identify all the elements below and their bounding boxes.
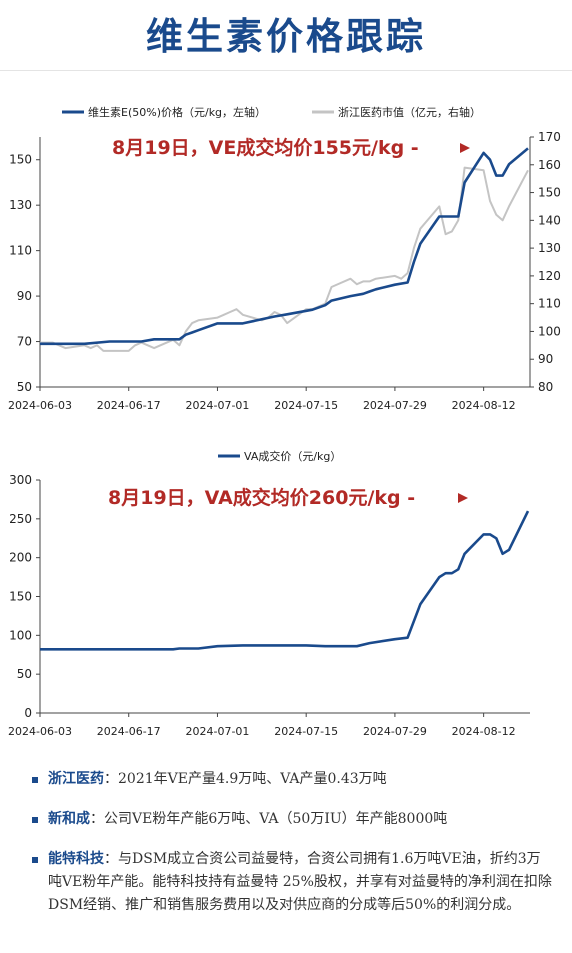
annotation-arrow-icon bbox=[460, 143, 470, 153]
y-right-tick-label: 170 bbox=[538, 130, 561, 144]
y-tick-label: 50 bbox=[17, 380, 32, 394]
price-line bbox=[40, 510, 530, 651]
y-right-tick-label: 150 bbox=[538, 186, 561, 200]
x-tick-label: 2024-06-03 bbox=[8, 725, 72, 738]
bullet-square-icon bbox=[32, 777, 38, 783]
y-tick-label: 250 bbox=[9, 512, 32, 526]
company-note-text: ：与DSM成立合资公司益曼特，合资公司拥有1.6万吨VE油，折约3万吨VE粉年产… bbox=[48, 851, 552, 913]
y-right-tick-label: 110 bbox=[538, 297, 561, 311]
y-tick-label: 150 bbox=[9, 590, 32, 604]
y-right-tick-label: 100 bbox=[538, 324, 561, 338]
x-tick-label: 2024-07-01 bbox=[185, 399, 249, 412]
legend-label: VA成交价（元/kg） bbox=[244, 449, 341, 463]
y-tick-label: 70 bbox=[17, 335, 32, 349]
company-name: 浙江医药 bbox=[48, 771, 104, 787]
x-tick-label: 2024-06-17 bbox=[97, 399, 161, 412]
price-line bbox=[40, 147, 529, 346]
y-right-tick-label: 120 bbox=[538, 269, 561, 283]
bullet-square-icon bbox=[32, 817, 38, 823]
y-right-tick-label: 160 bbox=[538, 158, 561, 172]
x-tick-label: 2024-07-15 bbox=[274, 399, 338, 412]
market-cap-line bbox=[40, 166, 529, 352]
y-tick-label: 300 bbox=[9, 473, 32, 487]
company-note-text: ：公司VE粉年产能6万吨、VA（50万IU）年产能8000吨 bbox=[90, 811, 448, 827]
y-tick-label: 130 bbox=[9, 198, 32, 212]
legend-label: 浙江医药市值（亿元，右轴） bbox=[338, 105, 481, 119]
x-tick-label: 2024-07-01 bbox=[185, 725, 249, 738]
company-note-text: ：2021年VE产量4.9万吨、VA产量0.43万吨 bbox=[104, 771, 387, 787]
y-tick-label: 50 bbox=[17, 667, 32, 681]
va-price-chart: 0 50 100 150 200 250 300 2024-06-03 2024-06-17 20… bbox=[8, 449, 530, 738]
company-name: 新和成 bbox=[48, 811, 90, 827]
bullet-square-icon bbox=[32, 857, 38, 863]
ve-price-chart: 50 70 90 110 130 150 80 90 100 110 120 130 140 150 160… bbox=[8, 105, 561, 412]
page-title: 维生素价格跟踪 bbox=[146, 15, 426, 58]
y-tick-label: 100 bbox=[9, 628, 32, 642]
note-zhejiang: 浙江医药：2021年VE产量4.9万吨、VA产量0.43万吨 bbox=[32, 768, 552, 791]
y-right-tick-label: 140 bbox=[538, 213, 561, 227]
x-tick-label: 2024-06-03 bbox=[8, 399, 72, 412]
y-right-tick-label: 90 bbox=[538, 352, 553, 366]
annotation-text: 8月19日，VE成交均价155元/kg - bbox=[112, 136, 419, 159]
title-divider bbox=[0, 70, 572, 71]
y-right-tick-label: 80 bbox=[538, 380, 553, 394]
annotation-arrow-icon bbox=[458, 493, 468, 503]
annotation-text: 8月19日，VA成交均价260元/kg - bbox=[108, 486, 415, 509]
legend-label: 维生素E(50%)价格（元/kg，左轴） bbox=[88, 105, 266, 119]
x-tick-label: 2024-08-12 bbox=[452, 725, 516, 738]
y-tick-label: 200 bbox=[9, 551, 32, 565]
note-xinhecheng: 新和成：公司VE粉年产能6万吨、VA（50万IU）年产能8000吨 bbox=[32, 808, 552, 831]
x-tick-label: 2024-07-29 bbox=[363, 725, 427, 738]
y-tick-label: 110 bbox=[9, 244, 32, 258]
y-tick-label: 0 bbox=[24, 706, 32, 720]
x-tick-label: 2024-08-12 bbox=[452, 399, 516, 412]
x-tick-label: 2024-06-17 bbox=[97, 725, 161, 738]
company-name: 能特科技 bbox=[48, 851, 104, 867]
y-tick-label: 150 bbox=[9, 153, 32, 167]
y-tick-label: 90 bbox=[17, 289, 32, 303]
x-tick-label: 2024-07-15 bbox=[274, 725, 338, 738]
note-nengte: 能特科技：与DSM成立合资公司益曼特，合资公司拥有1.6万吨VE油，折约3万吨V… bbox=[32, 848, 552, 917]
y-right-tick-label: 130 bbox=[538, 241, 561, 255]
x-tick-label: 2024-07-29 bbox=[363, 399, 427, 412]
